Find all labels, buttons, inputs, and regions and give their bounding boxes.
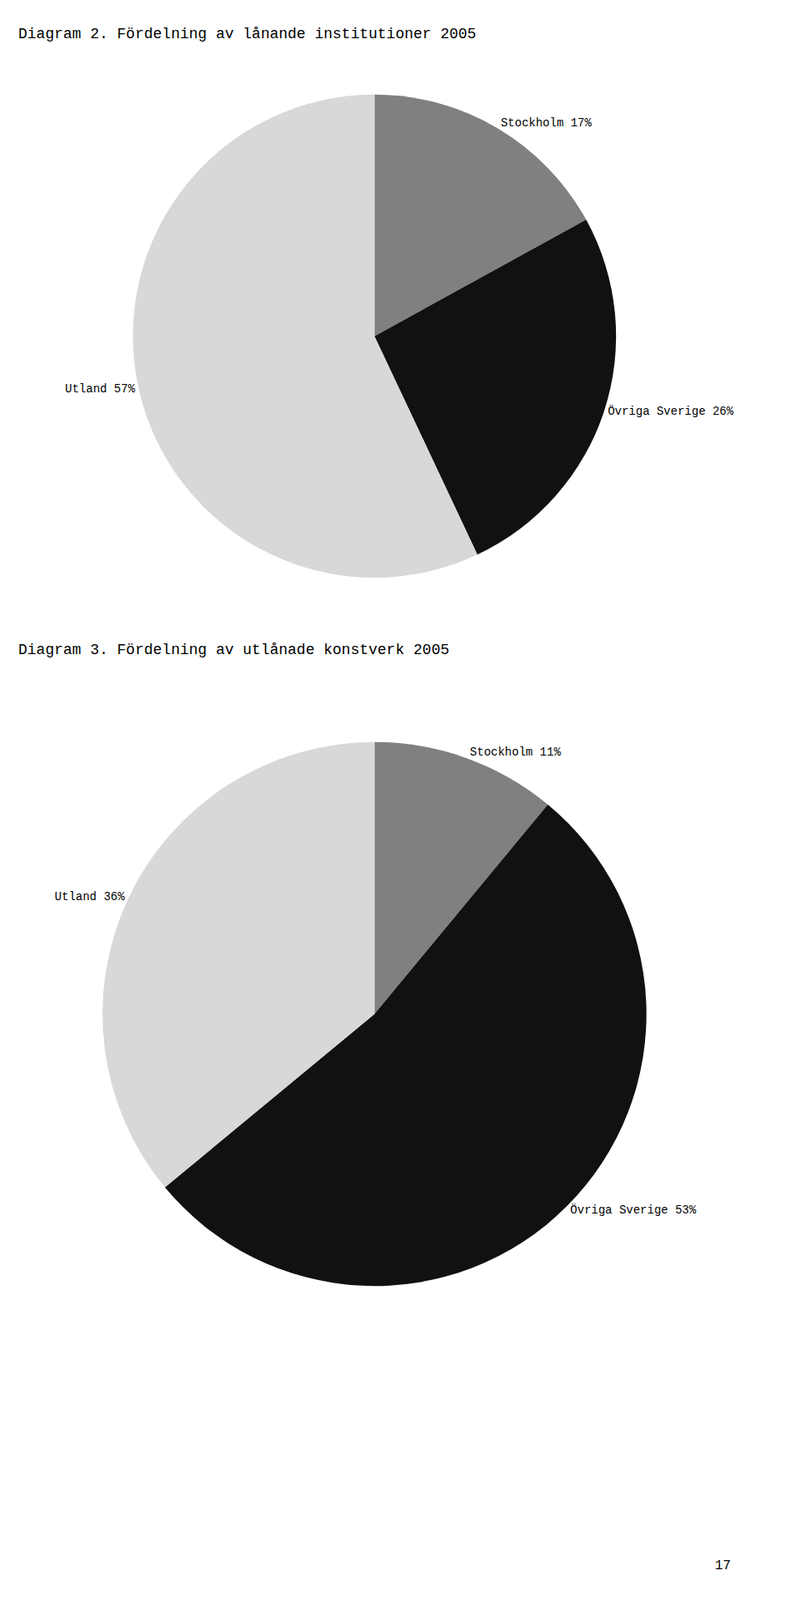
svg-text:17: 17: [714, 1558, 731, 1574]
svg-text:Övriga Sverige 53%: Övriga Sverige 53%: [570, 1202, 697, 1217]
svg-text:Diagram 2. Fördelning av lånan: Diagram 2. Fördelning av lånande institu…: [18, 25, 477, 43]
svg-text:Utland 57%: Utland 57%: [64, 382, 136, 396]
svg-text:Övriga Sverige 26%: Övriga Sverige 26%: [607, 403, 734, 419]
svg-text:Stockholm 11%: Stockholm 11%: [469, 745, 562, 759]
svg-text:Stockholm 17%: Stockholm 17%: [500, 116, 592, 130]
svg-text:Utland 36%: Utland 36%: [54, 890, 126, 904]
svg-text:Diagram 3. Fördelning av utlån: Diagram 3. Fördelning av utlånade konstv…: [18, 641, 449, 659]
